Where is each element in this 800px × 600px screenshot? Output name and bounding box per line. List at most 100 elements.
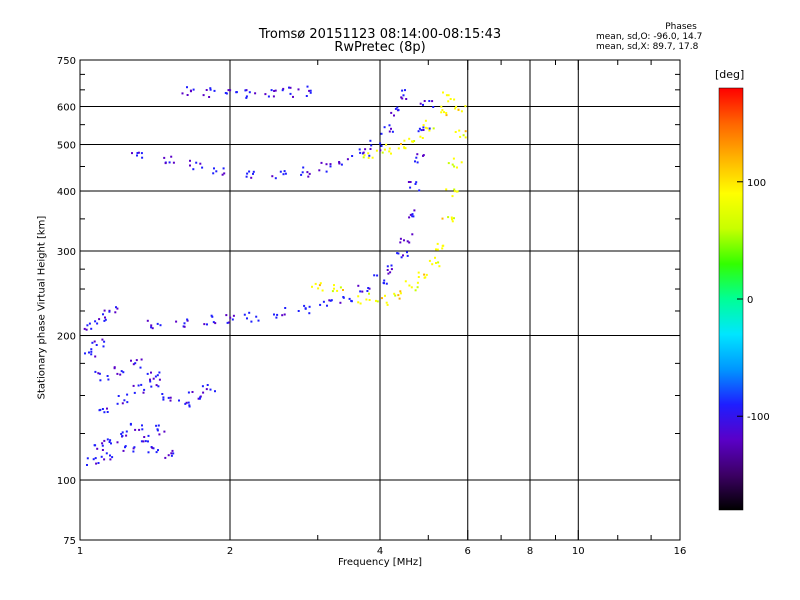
echo-point <box>252 170 255 173</box>
echo-point <box>147 440 149 443</box>
echo-point <box>134 362 137 365</box>
echo-point <box>320 161 323 164</box>
echo-point <box>340 163 343 166</box>
echo-point <box>329 163 332 166</box>
echo-point <box>139 366 142 369</box>
echo-point <box>157 449 159 452</box>
echo-point <box>152 377 155 380</box>
echo-point <box>368 287 371 290</box>
echo-point <box>119 373 122 376</box>
echo-point <box>297 310 300 312</box>
echo-point <box>90 350 93 353</box>
echo-point <box>141 424 143 427</box>
echo-point <box>383 126 386 129</box>
echo-point <box>282 87 285 90</box>
y-tick-label: 100 <box>57 476 76 487</box>
echo-point <box>227 321 230 324</box>
echo-point <box>440 105 443 108</box>
echo-point <box>432 127 435 130</box>
echo-point <box>455 190 458 193</box>
echo-point <box>140 358 143 361</box>
echo-point <box>94 457 97 460</box>
echo-point <box>453 188 456 191</box>
echo-point <box>456 166 458 169</box>
echo-point <box>116 307 119 310</box>
echo-point <box>428 100 431 102</box>
echo-point <box>368 154 371 157</box>
echo-point <box>162 398 165 401</box>
echo-point <box>248 311 251 314</box>
echo-point <box>116 441 119 444</box>
echo-point <box>104 318 107 321</box>
echo-point <box>225 314 228 317</box>
echo-point <box>158 371 161 374</box>
echo-point <box>155 451 158 454</box>
echo-point <box>431 100 434 103</box>
x-tick-label: 16 <box>674 546 687 557</box>
echo-point <box>308 172 311 175</box>
echo-point <box>416 153 419 156</box>
echo-point <box>151 327 154 330</box>
echo-point <box>102 345 105 348</box>
echo-point <box>457 108 460 111</box>
echo-point <box>132 384 135 387</box>
echo-point <box>398 297 401 300</box>
chart-subtitle: RwPretec (8p) <box>334 40 426 55</box>
echo-point <box>454 107 457 110</box>
echo-point <box>181 92 184 95</box>
echo-point <box>231 318 234 321</box>
echo-point <box>424 126 427 129</box>
echo-point <box>413 140 416 142</box>
echo-point <box>308 312 311 315</box>
echo-point <box>235 91 238 94</box>
echo-point <box>369 139 372 142</box>
echo-point <box>325 170 328 173</box>
echo-point <box>172 161 175 164</box>
echo-point <box>213 167 215 170</box>
echo-point <box>458 129 461 132</box>
echo-point <box>172 452 175 455</box>
echo-point <box>400 143 402 145</box>
echo-point <box>386 303 389 306</box>
echo-point <box>300 173 303 176</box>
echo-point <box>404 280 407 283</box>
echo-point <box>142 440 145 443</box>
echo-point <box>88 322 91 325</box>
echo-point <box>435 262 437 264</box>
echo-point <box>101 338 104 341</box>
echo-point <box>284 172 287 175</box>
echo-point <box>209 88 212 91</box>
echo-point <box>436 248 439 251</box>
echo-point <box>419 102 422 105</box>
echo-point <box>245 175 248 178</box>
echo-point <box>415 156 418 159</box>
echo-point <box>90 353 93 356</box>
echo-point <box>380 145 383 147</box>
echo-point <box>409 181 412 183</box>
y-axis-label: Stationary phase Virtual Height [km] <box>36 215 48 400</box>
echo-point <box>271 175 274 178</box>
echo-point <box>170 454 173 457</box>
echo-point <box>205 388 208 391</box>
echo-point <box>126 393 129 396</box>
echo-point <box>393 292 396 295</box>
echo-point <box>137 384 140 387</box>
echo-point <box>380 132 383 135</box>
echo-point <box>309 91 312 94</box>
echo-point <box>447 94 450 97</box>
echo-point <box>189 164 191 167</box>
echo-point <box>397 109 400 112</box>
echo-point <box>170 452 173 455</box>
echo-point <box>186 94 189 96</box>
echo-point <box>422 126 425 129</box>
echo-point <box>157 385 160 388</box>
echo-point <box>391 130 394 133</box>
echo-point <box>388 150 391 153</box>
echo-point <box>426 127 429 130</box>
echo-point <box>155 424 158 427</box>
echo-point <box>386 269 389 271</box>
echo-point <box>453 217 455 220</box>
echo-point <box>396 252 399 255</box>
echo-point <box>370 144 373 147</box>
echo-point <box>428 259 431 262</box>
